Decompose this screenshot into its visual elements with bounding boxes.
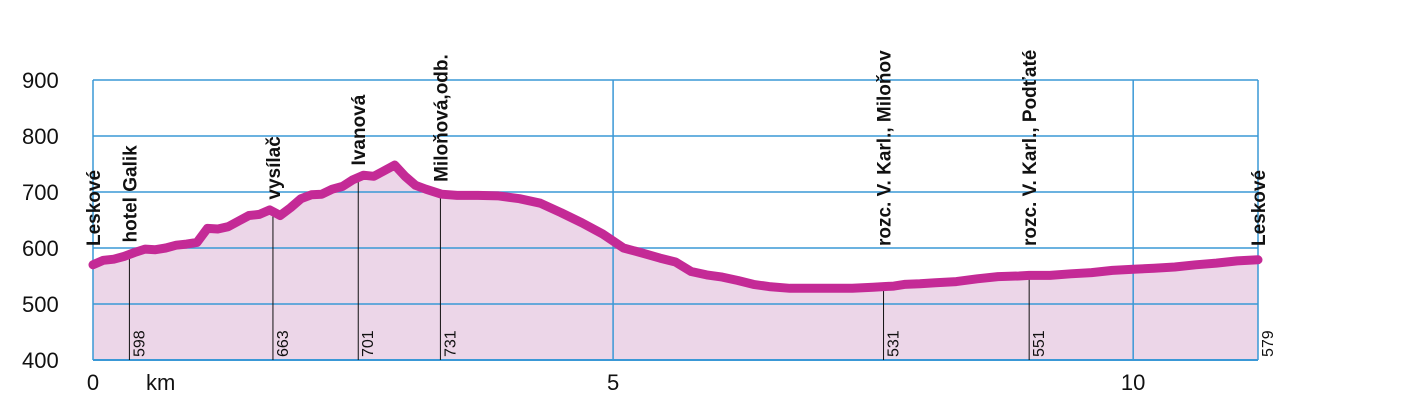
- x-tick-label-10: 10: [1121, 370, 1145, 395]
- x-tick-label-0: 0: [87, 370, 99, 395]
- y-tick-label-800: 800: [22, 124, 59, 149]
- waypoint-marker-layer: [128, 177, 1030, 360]
- y-tick-label-400: 400: [22, 348, 59, 373]
- profile-line-layer: [88, 160, 1263, 293]
- grid-layer: [92, 79, 1259, 361]
- waypoint-elevation-3: 701: [360, 330, 377, 357]
- waypoint-name-7: Leskové: [1249, 170, 1270, 246]
- y-tick-label-700: 700: [22, 180, 59, 205]
- waypoint-name-0: Leskové: [84, 170, 105, 246]
- waypoint-elevation-4: 731: [442, 330, 459, 357]
- waypoint-elevation-2: 663: [275, 330, 292, 357]
- y-tick-label-900: 900: [22, 68, 59, 93]
- waypoint-elevation-5: 531: [886, 330, 903, 357]
- waypoint-name-1: hotel Galik: [120, 145, 141, 243]
- profile-line: [88, 160, 1263, 293]
- waypoint-name-5: rozc. V. Karl., Miloňov: [875, 50, 896, 246]
- waypoint-elevation-6: 551: [1031, 330, 1048, 357]
- axis-tick-layer: 900 800 700 600 500 400 0 5 10 km: [22, 68, 1145, 395]
- y-tick-label-500: 500: [22, 292, 59, 317]
- x-tick-label-5: 5: [607, 370, 619, 395]
- waypoint-label-layer: Leskové hotel Galik 598 vysílač 663 Ivanová 70…: [84, 50, 1277, 357]
- y-tick-label-600: 600: [22, 236, 59, 261]
- x-axis-unit-label: km: [146, 370, 175, 395]
- waypoint-elevation-1: 598: [131, 330, 148, 357]
- waypoint-name-2: vysílač: [264, 136, 285, 200]
- waypoint-name-3: Ivanová: [349, 94, 370, 165]
- waypoint-elevation-7: 579: [1260, 330, 1277, 357]
- waypoint-name-4: Miloňová,odb.: [431, 54, 452, 182]
- waypoint-name-6: rozc. V. Karl., Podťaté: [1020, 50, 1041, 246]
